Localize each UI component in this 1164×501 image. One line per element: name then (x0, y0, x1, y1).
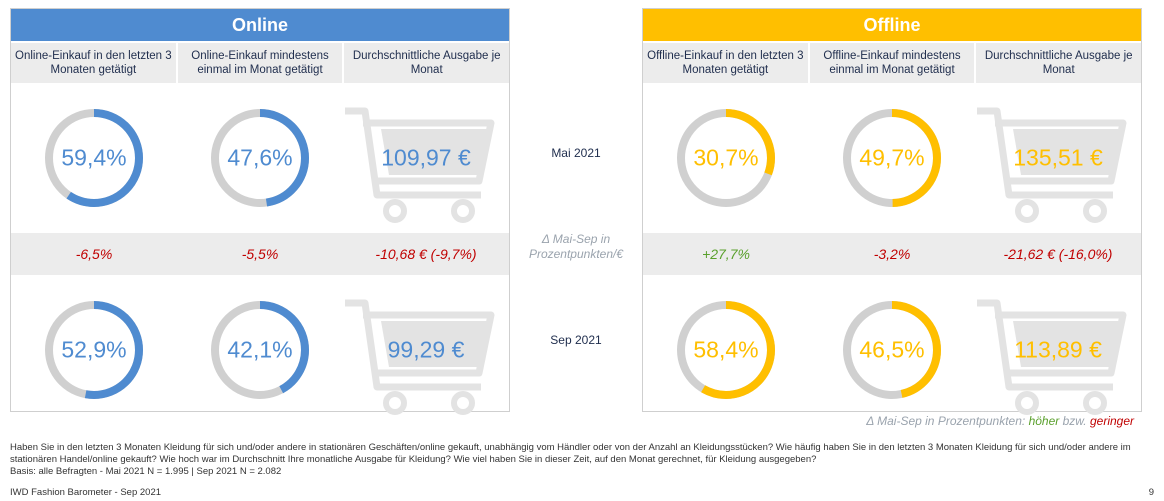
offline-col-header-monthly: Offline-Einkauf mindestens einmal im Mon… (810, 43, 977, 83)
row-label-delta: Δ Mai-Sep in Prozentpunkten/€ (528, 232, 624, 261)
offline-mai-3m-value: 30,7% (693, 144, 759, 171)
online-sep-3m-cell: 52,9% (11, 275, 177, 425)
shopping-cart-icon (977, 107, 1127, 223)
donut-value-arc (677, 109, 775, 207)
online-col-header-monthly: Online-Einkauf mindestens einmal im Mona… (178, 43, 345, 83)
offline-mai-monthly-donut (843, 109, 941, 207)
online-column-headers: Online-Einkauf in den letzten 3 Monaten … (11, 43, 509, 83)
shopping-cart-icon (345, 107, 495, 223)
online-mai-3m-cell: 59,4% (11, 83, 177, 233)
cart-frame (977, 299, 1127, 391)
shopping-cart-icon (345, 299, 495, 415)
offline-mai-spend-value: 135,51 € (1013, 144, 1103, 171)
online-sep-3m-donut (45, 301, 143, 399)
cart-wheel (383, 391, 407, 415)
online-sep-monthly-cell: 42,1% (177, 275, 343, 425)
online-delta-3m: -6,5% (75, 246, 113, 262)
cart-frame (345, 299, 495, 391)
donut-value-arc (211, 109, 309, 207)
cart-wheel (1015, 199, 1039, 223)
offline-mai-3m-donut (677, 109, 775, 207)
offline-row-mai: 30,7% 49,7% 135,51 € (643, 83, 1141, 233)
legend-mid: bzw. (1062, 414, 1087, 428)
footnote-basis: Basis: alle Befragten - Mai 2021 N = 1.9… (10, 466, 282, 477)
offline-mai-monthly-value: 49,7% (859, 144, 925, 171)
offline-sep-3m-cell: 58,4% (643, 275, 809, 425)
donut-value-arc (211, 301, 309, 399)
offline-sep-3m-value: 58,4% (693, 336, 759, 363)
online-sep-3m-value: 52,9% (61, 336, 127, 363)
offline-delta-monthly: -3,2% (873, 246, 911, 262)
online-row-mai: 59,4% 47,6% 109,97 € (11, 83, 509, 233)
footnote-question: Haben Sie in den letzten 3 Monaten Kleid… (10, 442, 1131, 465)
offline-mai-3m-cell: 30,7% (643, 83, 809, 233)
cart-wheel (1083, 199, 1107, 223)
cart-wheel (451, 199, 475, 223)
online-sep-spend-cell: 99,29 € (343, 275, 509, 425)
donut-value-arc (45, 109, 143, 207)
offline-sep-monthly-value: 46,5% (859, 336, 925, 363)
row-label-mai: Mai 2021 (551, 146, 601, 160)
cart-basket (381, 129, 489, 175)
delta-legend: Δ Mai-Sep in Prozentpunkten: höher bzw. … (866, 414, 1134, 428)
cart-frame (977, 107, 1127, 199)
offline-sep-spend-value: 113,89 € (1014, 336, 1102, 363)
row-label-sep: Sep 2021 (550, 333, 602, 347)
cart-basket (1013, 129, 1121, 175)
online-mai-3m-donut (45, 109, 143, 207)
offline-row-sep: 58,4% 46,5% 113,89 € (643, 275, 1141, 425)
legend-lower: geringer (1089, 414, 1134, 428)
online-row-delta: -6,5% -5,5% -10,68 € (-9,7%) (11, 233, 509, 275)
online-mai-3m-value: 59,4% (61, 144, 127, 171)
donut-value-arc (843, 109, 941, 207)
online-grid: 59,4% 47,6% 109,97 € -6,5% -5,5% -10,68 … (11, 83, 509, 425)
cart-basket (1013, 321, 1121, 367)
offline-column-headers: Offline-Einkauf in den letzten 3 Monaten… (643, 43, 1141, 83)
online-panel: Online Online-Einkauf in den letzten 3 M… (10, 8, 510, 415)
offline-delta-3m: +27,7% (702, 246, 750, 262)
online-delta-spend: -10,68 € (-9,7%) (375, 246, 477, 262)
cart-basket (381, 321, 489, 367)
online-sep-spend-value: 99,29 € (387, 336, 465, 363)
online-row-sep: 52,9% 42,1% 99,29 € (11, 275, 509, 425)
online-title: Online (11, 9, 509, 41)
offline-sep-monthly-donut (843, 301, 941, 399)
online-mai-spend-value: 109,97 € (381, 144, 471, 171)
online-sep-monthly-donut (211, 301, 309, 399)
donut-value-arc (677, 301, 775, 399)
footnote: Haben Sie in den letzten 3 Monaten Kleid… (10, 442, 1150, 478)
offline-sep-spend-cell: 113,89 € (975, 275, 1141, 425)
online-delta-monthly: -5,5% (241, 246, 279, 262)
cart-wheel (451, 391, 475, 415)
cart-wheel (1083, 391, 1107, 415)
donut-value-arc (45, 301, 143, 399)
offline-sep-monthly-cell: 46,5% (809, 275, 975, 425)
online-mai-monthly-cell: 47,6% (177, 83, 343, 233)
offline-mai-monthly-cell: 49,7% (809, 83, 975, 233)
cart-wheel (1015, 391, 1039, 415)
source-label: IWD Fashion Barometer - Sep 2021 (10, 487, 162, 498)
offline-delta-spend: -21,62 € (-16,0%) (1003, 246, 1113, 262)
online-mai-monthly-value: 47,6% (227, 144, 293, 171)
online-mai-spend-cell: 109,97 € (343, 83, 509, 233)
shopping-cart-icon (977, 299, 1127, 415)
legend-prefix: Δ Mai-Sep in Prozentpunkten: (866, 414, 1026, 428)
offline-col-header-spend: Durchschnittliche Ausgabe je Monat (984, 50, 1133, 76)
offline-panel: Offline Offline-Einkauf in den letzten 3… (642, 8, 1142, 415)
donut-value-arc (843, 301, 941, 399)
offline-row-delta: +27,7% -3,2% -21,62 € (-16,0%) (643, 233, 1141, 275)
offline-grid: 30,7% 49,7% 135,51 € +27,7% -3,2% -21,62… (643, 83, 1141, 425)
page-number: 9 (1148, 487, 1154, 498)
cart-frame (345, 107, 495, 199)
online-sep-monthly-value: 42,1% (227, 336, 293, 363)
online-col-header-spend: Durchschnittliche Ausgabe je Monat (352, 50, 501, 76)
online-col-header-3m: Online-Einkauf in den letzten 3 Monaten … (11, 43, 178, 83)
offline-sep-3m-donut (677, 301, 775, 399)
offline-mai-spend-cell: 135,51 € (975, 83, 1141, 233)
offline-col-header-3m: Offline-Einkauf in den letzten 3 Monaten… (643, 43, 810, 83)
offline-title: Offline (643, 9, 1141, 41)
online-mai-monthly-donut (211, 109, 309, 207)
cart-wheel (383, 199, 407, 223)
legend-higher: höher (1028, 414, 1060, 428)
